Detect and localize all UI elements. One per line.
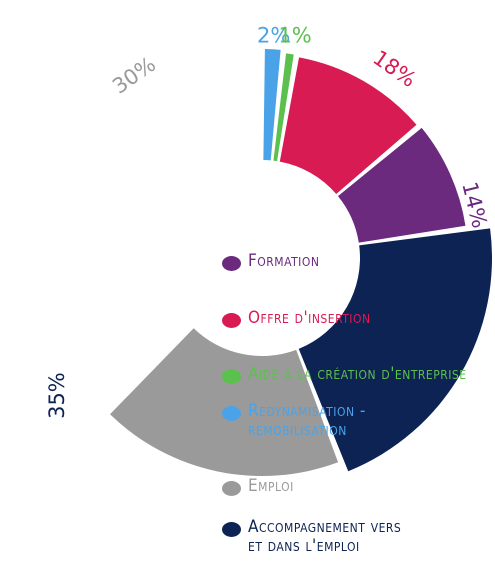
legend-label: Offre d'insertion xyxy=(248,308,371,328)
legend-swatch-icon xyxy=(222,256,241,271)
legend-item-3: Aide à la création d'entreprise xyxy=(222,365,467,384)
slice-label-3: 18% xyxy=(368,46,420,92)
slice-labels: 2%1%18%14%35%30% xyxy=(45,23,492,419)
legend-item-6: Accompagnement vers et dans l'emploi xyxy=(222,518,401,556)
slice-label-6: 30% xyxy=(108,52,160,98)
slice-2 xyxy=(273,53,294,162)
legend-label: Formation xyxy=(248,251,320,271)
slice-3 xyxy=(279,57,417,195)
legend-swatch-icon xyxy=(222,369,241,384)
legend-item-2: Offre d'insertion xyxy=(222,309,371,328)
legend-label: Redynamisation - remobilisation xyxy=(248,401,366,440)
legend-swatch-icon xyxy=(222,522,241,537)
legend-item-1: Formation xyxy=(222,252,319,271)
legend-swatch-icon xyxy=(222,406,241,421)
slice-label-1: 2% xyxy=(257,23,290,47)
donut-slices xyxy=(110,49,492,476)
legend-label: Emploi xyxy=(248,476,294,496)
slice-6 xyxy=(110,328,339,476)
legend-swatch-icon xyxy=(222,313,241,328)
legend-label: Accompagnement vers et dans l'emploi xyxy=(248,517,402,556)
legend-swatch-icon xyxy=(222,481,241,496)
slice-label-5: 35% xyxy=(45,372,69,419)
legend-label: Aide à la création d'entreprise xyxy=(248,364,467,384)
legend-item-5: Emploi xyxy=(222,477,294,496)
slice-5 xyxy=(298,228,492,472)
slice-label-2: 1% xyxy=(278,23,311,47)
slice-4 xyxy=(337,127,466,243)
slice-1 xyxy=(263,49,281,161)
legend-item-4: Redynamisation - remobilisation xyxy=(222,402,366,440)
